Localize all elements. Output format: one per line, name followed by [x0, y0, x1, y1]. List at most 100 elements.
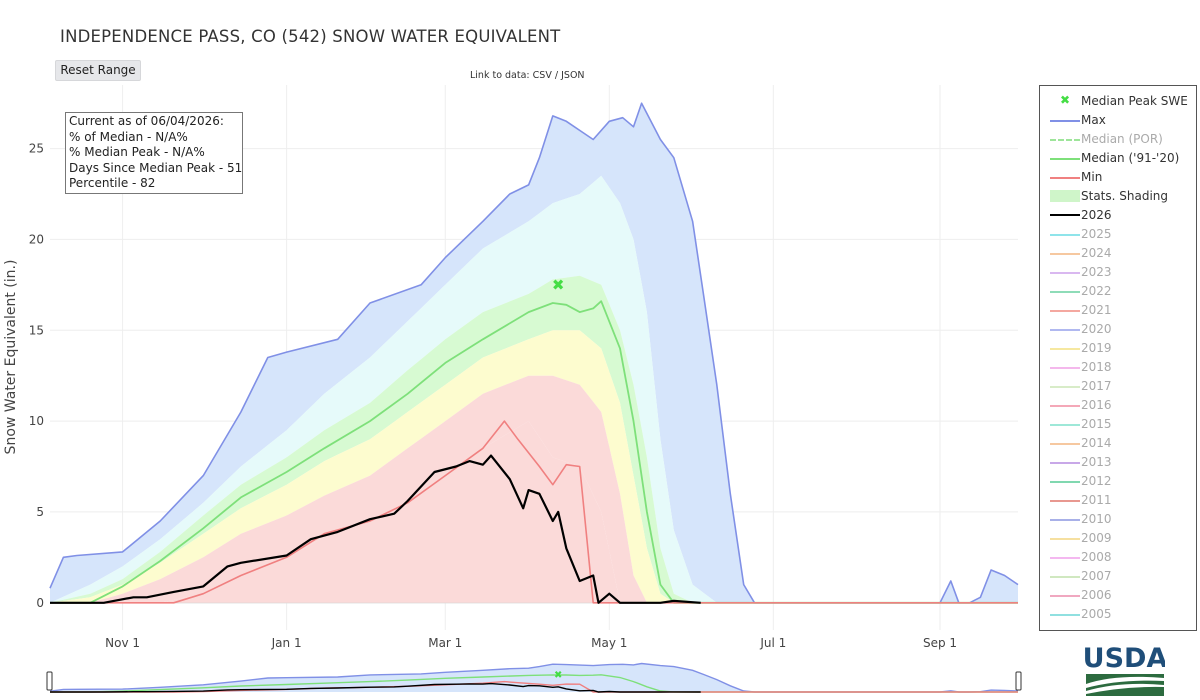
legend-swatch — [1050, 177, 1080, 179]
legend-item-2022[interactable]: 2022 — [1040, 282, 1196, 301]
legend-label: 2009 — [1081, 531, 1112, 545]
status-line: % of Median - N/A% — [69, 129, 188, 144]
chart-legend: ✖ Median Peak SWE Max Median (POR) Median ('… — [1039, 85, 1197, 631]
legend-item-median-91-20[interactable]: Median ('91-'20) — [1040, 149, 1196, 168]
legend-swatch — [1050, 538, 1080, 540]
legend-swatch — [1050, 405, 1080, 407]
x-axis: Nov 1 Jan 1 Mar 1 May 1 Jul 1 Sep 1 — [105, 636, 957, 650]
legend-item-2020[interactable]: 2020 — [1040, 320, 1196, 339]
legend-item-2021[interactable]: 2021 — [1040, 301, 1196, 320]
legend-swatch — [1050, 272, 1080, 274]
median-peak-marker[interactable]: ✖ — [552, 276, 565, 294]
legend-label: Median Peak SWE — [1081, 94, 1188, 108]
legend-item-2017[interactable]: 2017 — [1040, 377, 1196, 396]
legend-swatch — [1050, 595, 1080, 597]
y-axis: 0 5 10 15 20 25 — [29, 142, 44, 610]
legend-item-2026[interactable]: 2026 — [1040, 206, 1196, 225]
status-line: Current as of 06/04/2026: — [69, 114, 224, 128]
legend-label: Min — [1081, 170, 1103, 184]
legend-item-2025[interactable]: 2025 — [1040, 225, 1196, 244]
reset-range-button[interactable]: Reset Range — [55, 60, 141, 81]
legend-swatch — [1050, 443, 1080, 445]
legend-swatch — [1050, 291, 1080, 293]
current-status-box: Current as of 06/04/2026: % of Median - … — [65, 112, 243, 194]
legend-item-2023[interactable]: 2023 — [1040, 263, 1196, 282]
legend-swatch — [1050, 614, 1080, 616]
legend-label: Median (POR) — [1081, 132, 1163, 146]
range-slider-left-handle[interactable] — [46, 671, 53, 691]
legend-item-2016[interactable]: 2016 — [1040, 396, 1196, 415]
legend-swatch — [1050, 386, 1080, 388]
legend-item-2015[interactable]: 2015 — [1040, 415, 1196, 434]
legend-item-min[interactable]: Min — [1040, 168, 1196, 187]
legend-label: Median ('91-'20) — [1081, 151, 1180, 165]
y-tick-label: 25 — [29, 142, 44, 156]
y-tick-label: 15 — [29, 323, 44, 337]
legend-swatch — [1050, 462, 1080, 464]
legend-item-2013[interactable]: 2013 — [1040, 453, 1196, 472]
x-tick-label: Nov 1 — [105, 636, 140, 650]
usda-logo: USDA — [1085, 643, 1165, 696]
legend-swatch: ✖ — [1059, 93, 1071, 107]
legend-swatch — [1050, 190, 1080, 202]
band-p50-p30 — [50, 330, 1018, 603]
legend-item-2008[interactable]: 2008 — [1040, 548, 1196, 567]
status-line: Percentile - 82 — [69, 176, 156, 190]
band-p90-p70 — [50, 175, 1018, 603]
legend-label: 2025 — [1081, 227, 1112, 241]
range-slider-right-handle[interactable] — [1015, 671, 1022, 691]
legend-label: 2013 — [1081, 455, 1112, 469]
y-tick-label: 10 — [29, 414, 44, 428]
legend-swatch — [1050, 424, 1080, 426]
series-line-2026 — [50, 454, 701, 604]
legend-item-stats-shading[interactable]: Stats. Shading — [1040, 187, 1196, 206]
band-p10-min — [50, 421, 1018, 603]
x-tick-label: May 1 — [591, 636, 627, 650]
legend-item-2018[interactable]: 2018 — [1040, 358, 1196, 377]
legend-label: 2005 — [1081, 607, 1112, 621]
csv-link[interactable]: CSV — [532, 70, 552, 81]
x-tick-label: Sep 1 — [923, 636, 957, 650]
legend-item-2014[interactable]: 2014 — [1040, 434, 1196, 453]
json-link[interactable]: JSON — [561, 70, 585, 81]
legend-label: 2016 — [1081, 398, 1112, 412]
series-line-min — [50, 420, 1018, 604]
legend-item-median-por[interactable]: Median (POR) — [1040, 130, 1196, 149]
legend-swatch — [1050, 139, 1080, 141]
legend-label: 2022 — [1081, 284, 1112, 298]
legend-swatch — [1050, 158, 1080, 160]
series-line-median-91-20- — [50, 300, 1018, 604]
legend-swatch — [1050, 367, 1080, 369]
band-p30-p10 — [50, 375, 1018, 603]
range-slider[interactable]: ✖ — [46, 662, 1022, 693]
legend-item-max[interactable]: Max — [1040, 111, 1196, 130]
legend-label: 2015 — [1081, 417, 1112, 431]
legend-label: 2007 — [1081, 569, 1112, 583]
y-axis-label: Snow Water Equivalent (in.) — [3, 260, 19, 455]
legend-item-2019[interactable]: 2019 — [1040, 339, 1196, 358]
series-lines: ✖ — [49, 102, 1019, 604]
data-link-prefix: Link to data: — [470, 70, 530, 81]
legend-item-median-peak-swe[interactable]: ✖ Median Peak SWE — [1040, 92, 1196, 111]
y-tick-label: 5 — [36, 505, 44, 519]
legend-item-2011[interactable]: 2011 — [1040, 491, 1196, 510]
legend-item-2007[interactable]: 2007 — [1040, 567, 1196, 586]
legend-label: 2021 — [1081, 303, 1112, 317]
legend-swatch — [1050, 253, 1080, 255]
band-max-p90 — [50, 103, 1018, 603]
legend-swatch — [1050, 519, 1080, 521]
legend-label: 2008 — [1081, 550, 1112, 564]
legend-label: 2014 — [1081, 436, 1112, 450]
legend-item-2006[interactable]: 2006 — [1040, 586, 1196, 605]
legend-label: 2018 — [1081, 360, 1112, 374]
legend-swatch — [1050, 348, 1080, 350]
legend-item-2012[interactable]: 2012 — [1040, 472, 1196, 491]
legend-item-2009[interactable]: 2009 — [1040, 529, 1196, 548]
x-tick-label: Mar 1 — [428, 636, 462, 650]
legend-item-2010[interactable]: 2010 — [1040, 510, 1196, 529]
legend-label: 2017 — [1081, 379, 1112, 393]
x-tick-label: Jul 1 — [759, 636, 786, 650]
legend-item-2005[interactable]: 2005 — [1040, 605, 1196, 624]
legend-item-2024[interactable]: 2024 — [1040, 244, 1196, 263]
